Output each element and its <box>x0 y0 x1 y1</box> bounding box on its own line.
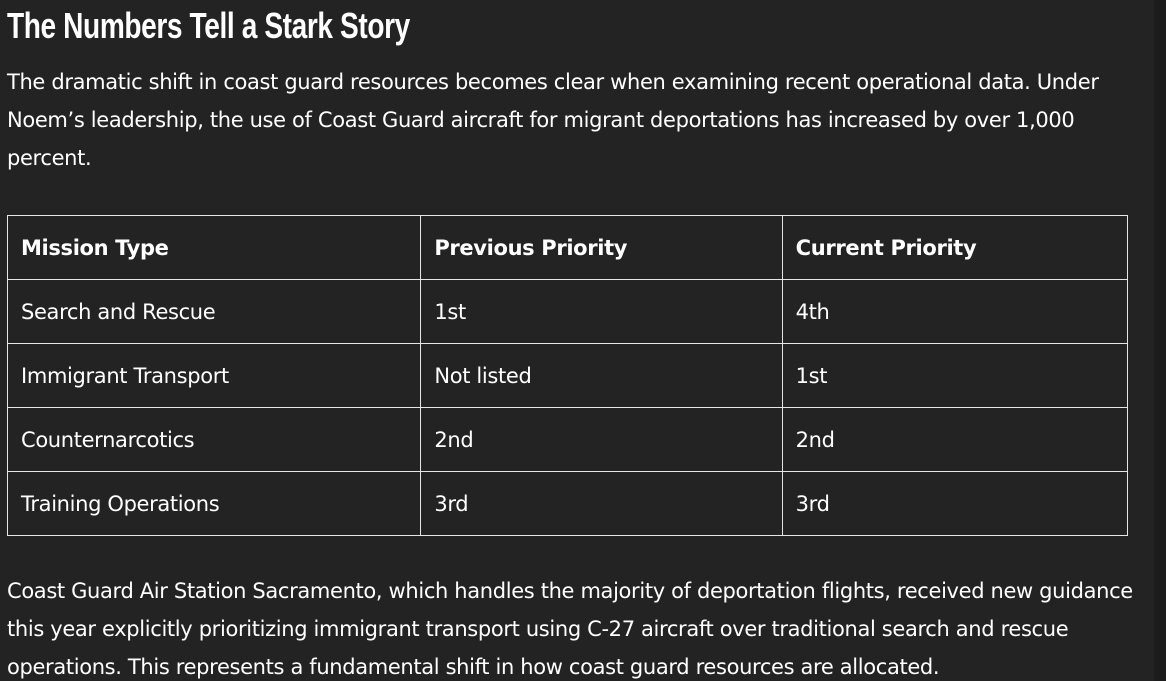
section-heading: The Numbers Tell a Stark Story <box>7 5 410 46</box>
table-header-row: Mission Type Previous Priority Current P… <box>6 215 1129 280</box>
closing-paragraph: Coast Guard Air Station Sacramento, whic… <box>7 579 1133 679</box>
header-current-priority: Current Priority <box>781 215 1129 280</box>
cell-current-priority: 4th <box>781 279 1129 344</box>
table-row: Training Operations 3rd 3rd <box>6 471 1129 536</box>
cell-mission-type: Immigrant Transport <box>6 343 422 408</box>
cell-current-priority: 2nd <box>781 407 1129 472</box>
header-previous-priority: Previous Priority <box>420 215 783 280</box>
cell-current-priority: 1st <box>781 343 1129 408</box>
table-row: Immigrant Transport Not listed 1st <box>6 343 1129 408</box>
page-scrollbar[interactable] <box>1154 0 1166 681</box>
cell-previous-priority: 3rd <box>420 471 783 536</box>
cell-mission-type: Search and Rescue <box>6 279 422 344</box>
table-row: Counternarcotics 2nd 2nd <box>6 407 1129 472</box>
cell-current-priority: 3rd <box>781 471 1129 536</box>
cell-mission-type: Training Operations <box>6 471 422 536</box>
cell-previous-priority: 2nd <box>420 407 783 472</box>
cell-previous-priority: 1st <box>420 279 783 344</box>
cell-mission-type: Counternarcotics <box>6 407 422 472</box>
mission-priority-table: Mission Type Previous Priority Current P… <box>6 215 1129 536</box>
intro-paragraph: The dramatic shift in coast guard resour… <box>7 70 1099 170</box>
header-mission-type: Mission Type <box>6 215 422 280</box>
cell-previous-priority: Not listed <box>420 343 783 408</box>
table-row: Search and Rescue 1st 4th <box>6 279 1129 344</box>
